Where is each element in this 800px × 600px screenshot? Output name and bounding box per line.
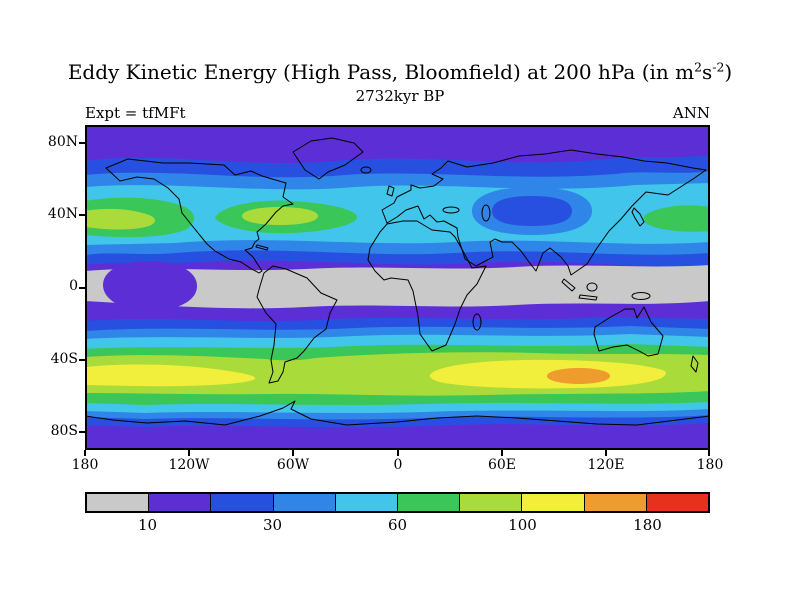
axis-tick	[292, 450, 294, 456]
lon-label-120w: 120W	[168, 457, 210, 473]
map-frame	[85, 125, 710, 450]
coastline-south-america	[256, 265, 338, 384]
coastline-japan	[631, 207, 645, 227]
colorbar-label: 60	[387, 516, 408, 534]
axis-tick	[605, 450, 607, 456]
lon-label-60w: 60W	[276, 457, 310, 473]
colorbar-labels: 10 30 60 100 180	[85, 516, 710, 536]
colorbar-segment	[522, 494, 585, 511]
plot-subtitle: 2732kyr BP	[355, 87, 445, 105]
contour-blob-south-pacific-yellow	[85, 364, 256, 387]
lat-label-80n: 80N	[47, 134, 78, 150]
contour-blob-south-indian-orange	[547, 368, 610, 384]
axis-tick	[397, 450, 399, 456]
contour-blob-north-pacific-yellowgreen	[85, 208, 155, 230]
lon-label-60e: 60E	[487, 457, 517, 473]
coastline-australia	[593, 306, 664, 357]
coastline-greenland	[292, 137, 364, 180]
colorbar-segment	[646, 494, 709, 511]
contour-blob-east-asia-green	[643, 205, 710, 232]
lon-label-180e: 180	[696, 457, 724, 473]
axis-tick	[79, 214, 85, 216]
coastlines	[85, 137, 710, 426]
title-superscript-1: 2	[694, 59, 703, 75]
axis-tick	[79, 142, 85, 144]
colorbar-label: 180	[633, 516, 662, 534]
coastline-new-zealand	[690, 355, 699, 373]
lat-label-eq: 0	[69, 278, 78, 294]
contour-field	[85, 125, 710, 450]
colorbar-segment	[273, 494, 336, 511]
colorbar-segment	[87, 494, 150, 511]
map-plot	[85, 125, 710, 450]
lon-label-0: 0	[393, 457, 403, 473]
experiment-label: Expt = tfMFt	[85, 104, 186, 122]
colorbar-segment	[335, 494, 399, 511]
lon-label-120e: 120E	[587, 457, 625, 473]
colorbar-segment	[211, 494, 274, 511]
colorbar-segment	[460, 494, 523, 511]
contour-band-equator-gray	[85, 265, 710, 309]
coastline-new-guinea	[631, 292, 651, 300]
axis-tick	[79, 359, 85, 361]
coastline-caspian-sea	[481, 204, 491, 222]
title-suffix: )	[724, 60, 733, 84]
colorbar-label: 100	[508, 516, 537, 534]
colorbar-segment	[584, 494, 647, 511]
axis-tick	[79, 431, 85, 433]
colorbar-label: 30	[262, 516, 283, 534]
lat-label-80s: 80S	[50, 423, 78, 439]
contour-notch-asia-blue	[492, 196, 572, 226]
coastline-britain	[386, 185, 395, 197]
lat-label-40n: 40N	[47, 206, 78, 222]
coastline-sumatra	[561, 278, 576, 292]
axis-tick	[708, 450, 710, 456]
axis-tick	[79, 287, 85, 289]
lon-label-180w: 180	[71, 457, 99, 473]
contour-blob-north-atlantic-yellowgreen	[242, 207, 318, 225]
title-text: Eddy Kinetic Energy (High Pass, Bloomfie…	[67, 60, 695, 84]
colorbar-label: 10	[137, 516, 158, 534]
coastline-borneo	[586, 282, 598, 292]
axis-tick	[188, 450, 190, 456]
coastline-eurasia	[381, 149, 707, 276]
plot-title: Eddy Kinetic Energy (High Pass, Bloomfie…	[0, 60, 800, 84]
title-superscript-2: -2	[712, 59, 725, 75]
coastline-iceland	[360, 166, 372, 174]
title-units-s: s	[702, 60, 713, 84]
map-area	[85, 125, 710, 450]
coastline-black-sea	[442, 206, 460, 214]
colorbar-segments	[85, 492, 710, 513]
coastline-cuba	[255, 244, 269, 251]
colorbar-segment	[149, 494, 212, 511]
coastline-java	[578, 294, 598, 301]
season-label: ANN	[672, 104, 710, 122]
coastline-madagascar	[472, 313, 482, 331]
lat-label-40s: 40S	[50, 351, 78, 367]
contour-bridge-pacific-purple	[103, 261, 197, 311]
coastline-north-america	[105, 158, 294, 274]
coastline-antarctica	[85, 400, 710, 426]
axis-tick	[501, 450, 503, 456]
coastline-africa	[367, 220, 487, 352]
colorbar-segment	[398, 494, 461, 511]
axis-tick	[84, 450, 86, 456]
